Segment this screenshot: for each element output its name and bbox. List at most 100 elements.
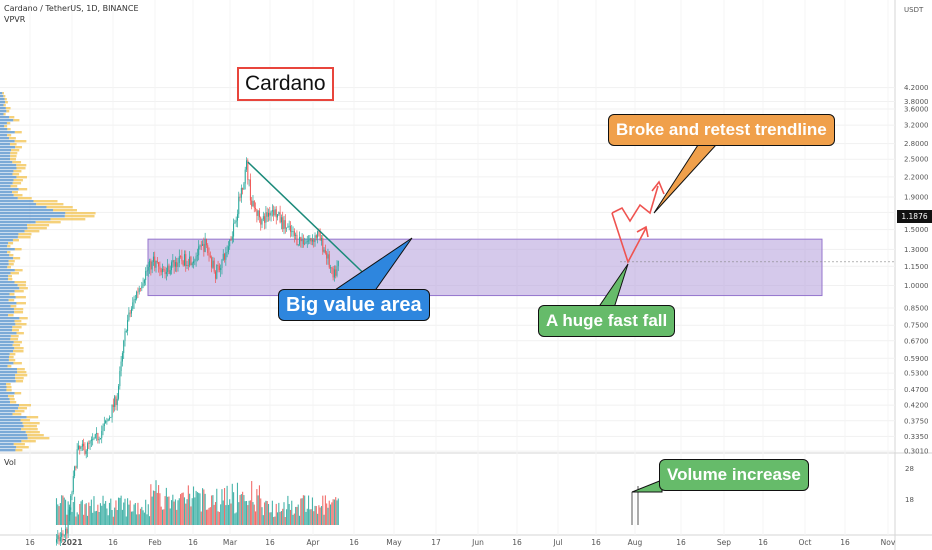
vpvr-bar-down — [14, 320, 22, 323]
volume-bar — [141, 506, 143, 525]
candle-body — [118, 386, 120, 399]
volume-increase-callout: Volume increase — [659, 459, 809, 491]
vpvr-bar-down — [13, 257, 21, 260]
candle-body — [278, 212, 280, 215]
volume-bar — [55, 498, 58, 525]
volume-bar — [96, 510, 98, 525]
volume-bar — [187, 485, 189, 525]
volume-bar — [326, 503, 328, 525]
volume-bar — [212, 495, 214, 525]
candle-body — [204, 239, 206, 252]
volume-bar — [270, 512, 272, 525]
candle-body — [255, 208, 257, 210]
x-tick-label: 16 — [349, 538, 359, 547]
vpvr-bar-down — [16, 176, 27, 179]
vpvr-bar-up — [0, 389, 7, 392]
vpvr-bar-down — [8, 278, 13, 281]
vpvr-bar-down — [16, 302, 26, 305]
vpvr-bar-down — [6, 110, 10, 113]
candle-body — [264, 216, 266, 223]
vpvr-bar-up — [0, 392, 15, 395]
vpvr-bar-down — [10, 185, 18, 188]
candle-body — [271, 210, 273, 212]
candle-body — [296, 234, 298, 246]
vpvr-bar-down — [14, 410, 25, 413]
volume-bar — [98, 512, 100, 525]
vpvr-bar-up — [0, 158, 11, 161]
vpvr-bar-down — [12, 239, 19, 242]
volume-bar — [310, 509, 312, 525]
candle-body — [251, 200, 253, 207]
volume-bar — [120, 495, 122, 525]
volume-bar — [145, 499, 147, 525]
vpvr-bar-down — [8, 314, 14, 317]
volume-bar — [176, 509, 178, 525]
volume-bar — [225, 505, 227, 525]
candle-body — [277, 214, 279, 218]
y-tick-label: 3.8000 — [904, 98, 929, 106]
volume-bar — [258, 485, 260, 525]
vpvr-bar-up — [0, 155, 11, 158]
candle-body — [174, 262, 176, 267]
volume-bar — [77, 514, 80, 525]
candle-body — [302, 239, 304, 245]
vpvr-bar-up — [0, 368, 18, 371]
volume-bar — [308, 495, 310, 525]
candle-body — [190, 256, 192, 266]
volume-bar — [264, 502, 266, 525]
y-tick-label: 0.4200 — [904, 402, 929, 410]
x-tick-label: 16 — [758, 538, 768, 547]
vpvr-bar-down — [14, 248, 22, 251]
volume-bar — [90, 499, 92, 525]
vpvr-bar-down — [6, 386, 12, 389]
candle-body — [270, 211, 272, 216]
vpvr-bar-up — [0, 140, 15, 143]
broke-retest-callout: Broke and retest trendline — [608, 114, 835, 146]
candle-body — [178, 256, 180, 263]
y-tick-label: 4.2000 — [904, 84, 929, 92]
candle-body — [317, 231, 319, 238]
candle-body — [273, 210, 275, 216]
candle-body — [186, 265, 188, 267]
volume-bar — [204, 493, 206, 525]
candle-body — [229, 239, 231, 247]
candle-body — [222, 253, 224, 260]
vpvr-bar-up — [0, 446, 17, 449]
candle-body — [130, 308, 132, 314]
vpvr-bar-up — [0, 239, 13, 242]
volume-bar — [139, 508, 142, 525]
volume-bar — [209, 507, 211, 525]
volume-bar — [202, 488, 204, 525]
vpvr-bar-up — [0, 119, 14, 122]
vpvr-bar-down — [13, 362, 22, 365]
candle-body — [120, 361, 122, 372]
volume-bar — [205, 509, 207, 525]
vpvr-bar-up — [0, 422, 23, 425]
volume-bar — [306, 508, 308, 525]
volume-bar — [234, 513, 236, 525]
y-tick-label: 3.2000 — [904, 122, 929, 130]
volume-bar — [146, 514, 148, 525]
candle-body — [57, 535, 59, 540]
vpvr-bar-up — [0, 122, 7, 125]
vpvr-bar-down — [3, 113, 6, 116]
cardano-title-box: Cardano — [237, 67, 334, 101]
candle-body — [336, 266, 338, 276]
x-tick-label: Feb — [148, 538, 162, 547]
volume-bar — [158, 485, 160, 525]
volume-bar — [194, 497, 196, 525]
vpvr-bar-up — [0, 296, 16, 299]
candle-body — [160, 269, 162, 273]
candle-body — [260, 217, 262, 225]
candle-body — [314, 235, 316, 242]
candle-body — [319, 232, 321, 241]
volume-bar — [68, 504, 70, 525]
vpvr-bar-down — [17, 284, 26, 287]
x-tick-label: Jun — [471, 538, 484, 547]
vpvr-bar-down — [15, 380, 24, 383]
volume-bar — [249, 500, 251, 525]
volume-bar — [251, 481, 253, 525]
candle-body — [89, 440, 91, 444]
candle-body — [137, 291, 139, 293]
